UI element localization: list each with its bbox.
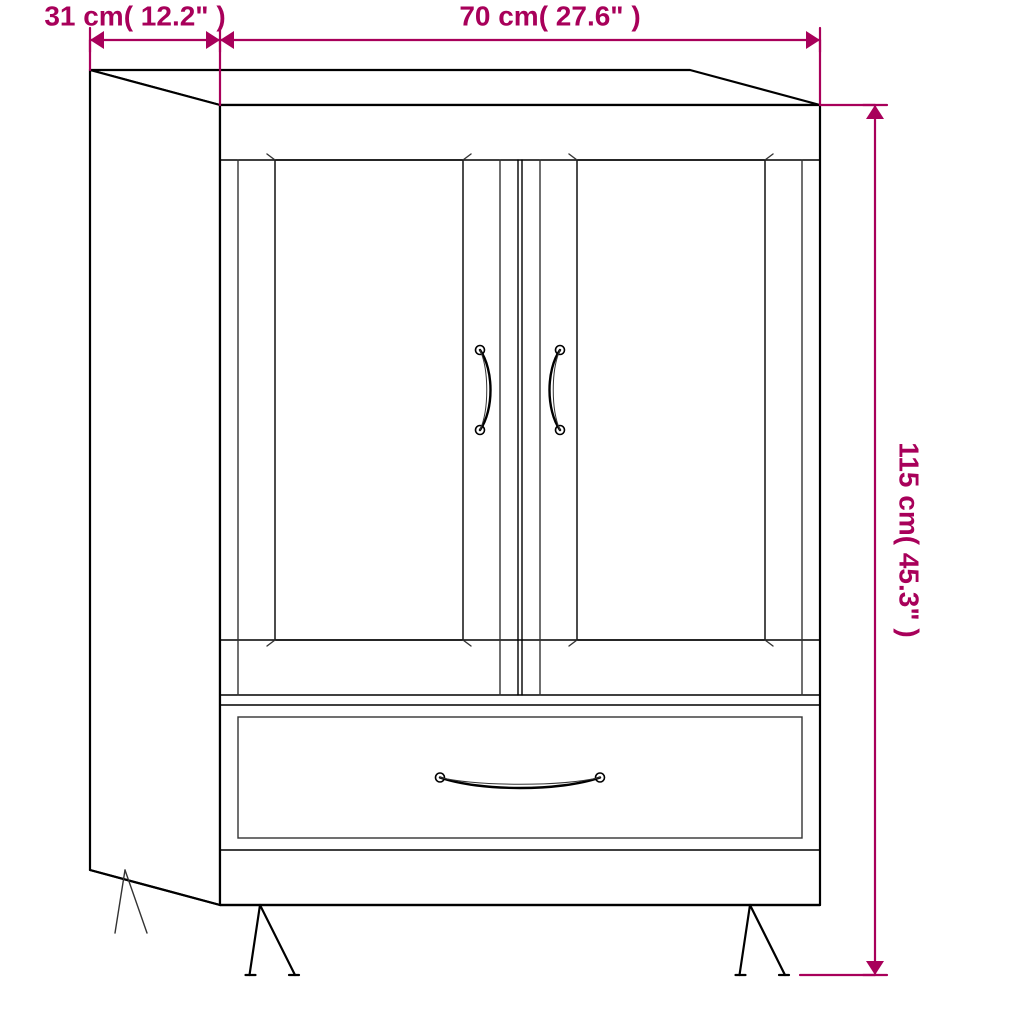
cabinet-drawing <box>90 70 820 975</box>
svg-text:31 cm( 12.2" ): 31 cm( 12.2" ) <box>44 0 225 31</box>
svg-text:70 cm( 27.6" ): 70 cm( 27.6" ) <box>459 0 640 31</box>
svg-text:115 cm( 45.3" ): 115 cm( 45.3" ) <box>894 442 925 637</box>
